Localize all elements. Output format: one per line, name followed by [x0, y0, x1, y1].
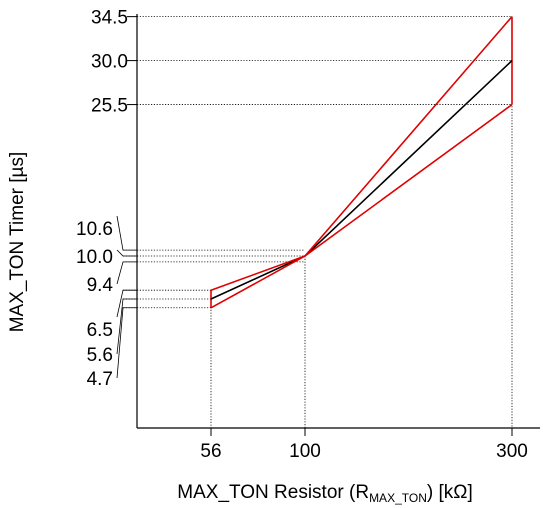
y-tick-label: 10.6	[76, 219, 113, 240]
x-tick-label: 56	[200, 441, 221, 462]
y-tick-label: 10.0	[76, 247, 113, 268]
y-tick-label: 9.4	[87, 275, 114, 296]
y-callout-leader	[116, 261, 137, 285]
y-callout-leader	[116, 249, 137, 257]
x-tick-label: 300	[496, 441, 528, 462]
y-tick-label: 25.5	[91, 96, 128, 117]
y-callout-leader	[116, 289, 137, 318]
y-tick-label: 30.0	[91, 52, 128, 73]
y-callout-leader	[116, 215, 137, 251]
x-axis-label-tail: ) [kΩ]	[427, 482, 473, 503]
y-tick-label: 6.5	[87, 320, 113, 341]
series-line-typical	[210, 60, 513, 300]
series-line-min	[210, 103, 513, 309]
x-axis-label-main: MAX_TON Resistor (R	[177, 482, 369, 503]
y-callout-leader	[116, 298, 137, 355]
series-line-max	[210, 16, 513, 291]
x-axis-label: MAX_TON Resistor (RMAX_TON) [kΩ]	[177, 482, 472, 505]
y-axis-label: MAX_TON Timer [µs]	[7, 152, 28, 333]
y-tick-label: 5.6	[87, 345, 113, 366]
y-tick-label: 34.5	[91, 8, 128, 29]
x-tick-label: 100	[289, 441, 321, 462]
y-tick-label: 4.7	[87, 369, 113, 390]
x-axis-label-sub: MAX_TON	[369, 491, 427, 505]
y-callout-leader	[116, 307, 137, 379]
